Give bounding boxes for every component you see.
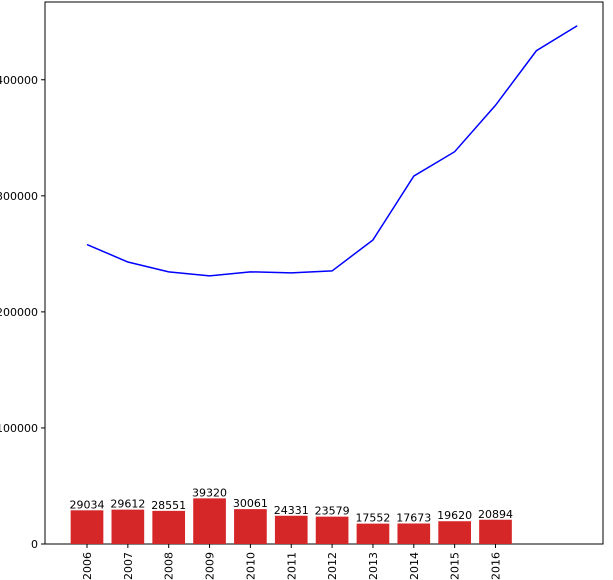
x-tick-label: 2013	[367, 552, 380, 580]
x-tick-label: 2016	[490, 552, 503, 580]
bar-value-label: 17552	[355, 512, 390, 525]
bar	[438, 521, 471, 544]
bar-value-label: 19620	[437, 509, 472, 522]
x-tick-label: 2012	[326, 552, 339, 580]
bar-value-label: 28551	[151, 499, 186, 512]
bar-value-label: 23579	[315, 505, 350, 518]
x-tick-label: 2007	[122, 552, 135, 580]
x-tick-label: 2009	[204, 552, 217, 580]
x-tick-label: 2008	[163, 552, 176, 580]
bar-value-label: 39320	[192, 486, 227, 499]
y-tick-label: 0	[31, 538, 38, 551]
y-tick-label: 300000	[0, 190, 38, 203]
x-tick-label: 2011	[285, 552, 298, 580]
line	[86, 25, 578, 277]
bar-value-label: 29612	[110, 498, 145, 511]
bar-value-label: 30061	[233, 497, 268, 510]
bar	[397, 523, 431, 544]
bar	[193, 498, 226, 544]
y-tick-label: 400000	[0, 74, 38, 87]
x-tick-label: 2006	[81, 552, 94, 580]
bar-value-label: 29034	[70, 498, 105, 511]
bar	[479, 519, 512, 544]
x-tick-label: 2015	[449, 552, 462, 580]
bar	[234, 509, 267, 544]
y-tick-label: 200000	[0, 306, 38, 319]
bar	[152, 510, 186, 544]
y-tick-label: 100000	[0, 422, 38, 435]
x-tick-label: 2014	[408, 552, 421, 580]
bar-value-label: 24331	[274, 504, 309, 517]
bar	[70, 510, 104, 544]
bar	[315, 516, 349, 544]
bar	[274, 515, 308, 544]
plot-frame	[44, 1, 604, 545]
bar-value-label: 20894	[478, 508, 513, 521]
bar	[356, 523, 390, 544]
bar-value-label: 17673	[396, 511, 431, 524]
x-tick-label: 2010	[244, 552, 257, 580]
bar	[111, 509, 145, 544]
